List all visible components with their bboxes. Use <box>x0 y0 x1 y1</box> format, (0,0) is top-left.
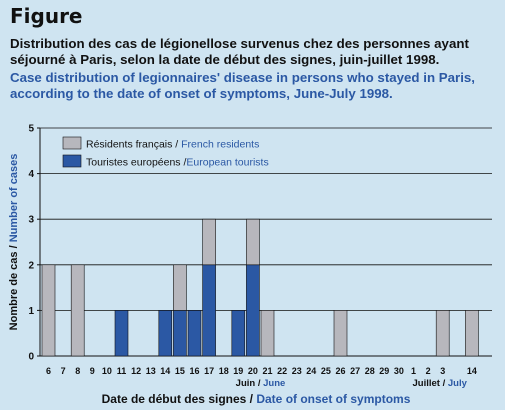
figure-label: Figure <box>10 4 83 28</box>
x-tick-label: 8 <box>75 366 80 376</box>
bar-french-residents-6 <box>41 264 56 357</box>
y-axis-label: Nombre de cas / Number of cases <box>8 154 20 331</box>
y-tick-label: 5 <box>28 124 34 135</box>
legend-label-french-residents: Résidents français / French residents <box>86 139 259 151</box>
bar-french-residents-21 <box>260 310 275 357</box>
month-label-july: Juillet / July <box>413 378 468 389</box>
bar-french-residents-26 <box>333 310 348 357</box>
chart-title-english: Case distribution of legionnaires' disea… <box>10 70 475 101</box>
legend-swatch-french-residents <box>62 136 82 150</box>
chart-title-french: Distribution des cas de légionellose sur… <box>10 36 469 67</box>
x-tick-label: 30 <box>394 366 404 376</box>
x-tick-label: 26 <box>335 366 345 376</box>
bar-european-tourists-17 <box>202 264 216 357</box>
x-tick-label: 15 <box>175 366 185 376</box>
x-tick-label: 19 <box>233 366 243 376</box>
y-tick-label: 1 <box>28 306 34 317</box>
y-tick-label: 0 <box>28 352 34 363</box>
x-tick-label: 22 <box>277 366 287 376</box>
x-tick-label: 7 <box>61 366 66 376</box>
bar-french-residents-15 <box>173 264 187 311</box>
legend-label-european-tourists: Touristes européens /European tourists <box>86 157 269 169</box>
bar-european-tourists-14 <box>158 310 173 357</box>
x-tick-label: 14 <box>467 366 477 376</box>
x-tick-label: 11 <box>117 366 127 376</box>
x-tick-label: 16 <box>189 366 199 376</box>
bar-european-tourists-20 <box>246 264 260 357</box>
x-tick-label: 2 <box>426 366 431 376</box>
bar-french-residents-8 <box>70 264 85 357</box>
x-tick-label: 17 <box>204 366 214 376</box>
bar-european-tourists-11 <box>114 310 129 357</box>
x-tick-label: 20 <box>248 366 258 376</box>
x-tick-label: 28 <box>365 366 375 376</box>
bar-european-tourists-19 <box>231 310 246 357</box>
x-tick-label: 9 <box>90 366 95 376</box>
x-tick-label: 23 <box>292 366 302 376</box>
y-tick-label: 4 <box>28 169 34 180</box>
x-tick-label: 3 <box>440 366 445 376</box>
x-tick-label: 24 <box>306 366 316 376</box>
x-axis-label: Date de début des signes / Date of onset… <box>102 392 411 406</box>
bar-european-tourists-16 <box>187 310 202 357</box>
x-tick-label: 6 <box>46 366 51 376</box>
y-tick-label: 2 <box>28 260 34 271</box>
x-tick-label: 18 <box>219 366 229 376</box>
x-tick-label: 27 <box>350 366 360 376</box>
y-tick-label: 3 <box>28 215 34 226</box>
legend: Résidents français / French residents To… <box>62 136 269 169</box>
x-tick-label: 21 <box>262 366 272 376</box>
bar-european-tourists-15 <box>173 310 187 357</box>
x-tick-label: 10 <box>102 366 112 376</box>
bar-french-residents-20 <box>246 218 260 266</box>
x-tick-label: 1 <box>411 366 416 376</box>
x-tick-label: 25 <box>321 366 331 376</box>
x-tick-label: 13 <box>146 366 156 376</box>
x-tick-label: 29 <box>379 366 389 376</box>
bar-french-residents-17 <box>202 218 216 266</box>
legend-swatch-european-tourists <box>62 154 82 168</box>
x-tick-label: 14 <box>160 366 170 376</box>
bar-french-residents-14 <box>465 310 479 357</box>
x-tick-label: 12 <box>131 366 141 376</box>
bar-french-residents-3 <box>435 310 450 357</box>
month-label-june: Juin / June <box>236 378 286 389</box>
